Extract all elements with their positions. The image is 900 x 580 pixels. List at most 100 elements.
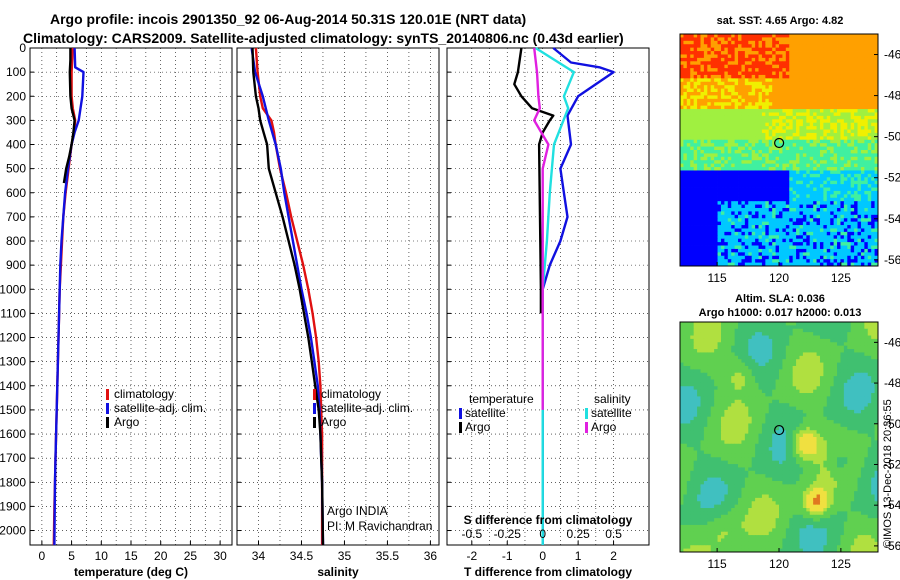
map-cell [789, 126, 794, 130]
map-cell [690, 150, 695, 154]
map-cell [775, 40, 780, 45]
map-cell [697, 355, 701, 360]
map-cell [874, 184, 879, 188]
map-cell [792, 221, 797, 226]
map-cell [748, 173, 753, 178]
map-cell [697, 221, 701, 226]
map-cell [731, 197, 736, 202]
map-cell [744, 328, 749, 333]
map-cell [731, 119, 736, 124]
map-cell [717, 238, 722, 243]
map-cell [864, 338, 869, 343]
map-cell [703, 170, 708, 175]
map-cell [707, 57, 712, 62]
map-cell [816, 81, 821, 86]
map-cell [703, 81, 708, 86]
map-cell [830, 184, 835, 188]
map-cell [680, 37, 684, 42]
map-cell [802, 119, 807, 124]
map-cell [741, 156, 746, 161]
map-cell [707, 335, 712, 340]
legend-swatch [313, 389, 316, 400]
map-cell [843, 180, 848, 185]
map-cell [703, 325, 708, 330]
map-cell [741, 238, 746, 243]
map-cell [765, 98, 770, 103]
map-cell [772, 146, 776, 151]
map-cell [813, 85, 817, 89]
map-cell [720, 248, 725, 253]
map-cell [867, 129, 872, 134]
map-cell [720, 255, 725, 260]
map-cell [761, 51, 766, 55]
map-cell [738, 204, 742, 209]
map-cell [864, 177, 869, 182]
map-cell [720, 126, 725, 130]
map-cell [707, 211, 712, 216]
map-cell [802, 37, 807, 42]
map-cell [703, 228, 708, 233]
map-cell [680, 255, 684, 260]
map-cell [707, 143, 712, 147]
map-cell [799, 74, 804, 79]
map-cell [813, 214, 817, 219]
map-cell [738, 221, 742, 226]
map-cell [772, 342, 776, 347]
map-cell [738, 115, 742, 120]
map-cell [768, 204, 773, 209]
map-cell [809, 352, 814, 357]
map-cell [874, 231, 879, 236]
map-cell [714, 92, 718, 96]
map-cell [792, 259, 797, 263]
map-cell [758, 85, 763, 89]
map-cell [837, 143, 841, 147]
map-cell [768, 352, 773, 357]
map-cell [720, 44, 725, 49]
map-cell [710, 119, 715, 124]
map-cell [864, 328, 869, 333]
map-cell [693, 167, 698, 171]
map-cell [860, 190, 865, 195]
map-cell [717, 365, 722, 370]
map-cell [813, 47, 817, 52]
map-cell [741, 190, 746, 195]
map-cell [833, 160, 838, 165]
map-cell [744, 44, 749, 49]
map-cell [772, 68, 776, 72]
map-cell [720, 132, 725, 137]
map-cell [833, 231, 838, 236]
map-cell [871, 184, 875, 188]
map-cell [707, 54, 712, 59]
map-cell [734, 342, 739, 347]
map-cell [779, 37, 783, 42]
map-cell [724, 74, 729, 79]
map-cell [871, 54, 875, 59]
map-cell [840, 143, 845, 147]
map-cell [840, 163, 845, 168]
map-cell [693, 115, 698, 120]
map-cell [717, 112, 722, 117]
map-cell [826, 163, 831, 168]
map-cell [697, 262, 701, 267]
map-cell [703, 225, 708, 229]
map-cell [816, 115, 821, 120]
map-cell [830, 259, 835, 263]
map-cell [782, 112, 787, 117]
map-cell [837, 342, 841, 347]
map-cell [854, 338, 858, 343]
map-cell [710, 201, 715, 205]
map-cell [700, 112, 705, 117]
map-cell [744, 122, 749, 127]
map-cell [830, 156, 835, 161]
map-cell [748, 332, 753, 336]
map-cell [731, 204, 736, 209]
map-cell [758, 184, 763, 188]
map-cell [772, 245, 776, 250]
lat-tick-label: -56 [884, 253, 900, 267]
map-cell [816, 156, 821, 161]
map-cell [871, 190, 875, 195]
map-cell [693, 109, 698, 113]
map-cell [802, 47, 807, 52]
map-cell [731, 190, 736, 195]
map-cell [816, 338, 821, 343]
